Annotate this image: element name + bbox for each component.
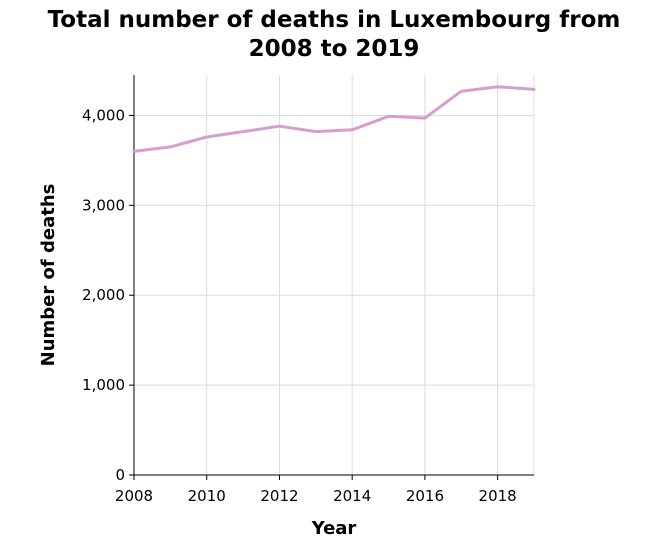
series-line (132, 85, 536, 153)
x-tick-label: 2010 (188, 487, 226, 505)
y-tick-label: 4,000 (82, 106, 125, 124)
x-tick-label: 2014 (333, 487, 371, 505)
x-tick-label: 2008 (115, 487, 153, 505)
chart-title: Total number of deaths in Luxembourg fro… (47, 7, 621, 62)
y-tick-label: 0 (115, 466, 125, 484)
x-tick-label: 2018 (479, 487, 517, 505)
y-axis-title: Number of deaths (38, 184, 59, 367)
y-tick-label: 1,000 (82, 376, 125, 394)
y-tick-label: 3,000 (82, 196, 125, 214)
grid-lines (133, 75, 535, 476)
x-tick-label: 2012 (260, 487, 298, 505)
y-tick-label: 2,000 (82, 286, 125, 304)
axes (129, 75, 534, 480)
x-tick-label: 2016 (406, 487, 444, 505)
x-axis-title: Year (311, 518, 357, 539)
tick-labels: 2008 2010 2012 2014 2016 2018 0 1,000 2,000 3,000… (82, 106, 517, 505)
series-lines (132, 85, 536, 153)
